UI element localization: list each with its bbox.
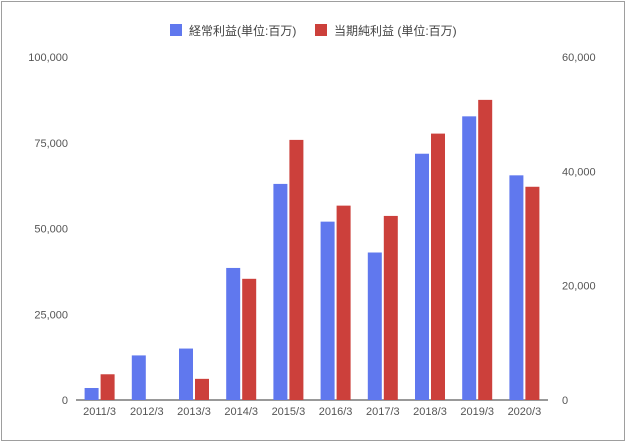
x-tick-label: 2019/3 — [460, 406, 494, 418]
legend-label-ordinary-profit: 経常利益(単位:百万) — [189, 23, 296, 38]
bar-ordinary-profit-2017-3 — [367, 252, 382, 400]
left-y-tick-label: 25,000 — [34, 309, 68, 321]
bar-net-profit-2020-3 — [525, 186, 540, 400]
left-y-tick-label: 75,000 — [34, 138, 68, 150]
left-y-tick-label: 50,000 — [34, 224, 68, 236]
bar-net-profit-2017-3 — [383, 215, 398, 400]
x-tick-label: 2016/3 — [319, 406, 353, 418]
bars — [84, 99, 540, 401]
x-tick-label: 2011/3 — [83, 406, 116, 418]
left-y-tick-label: 0 — [62, 395, 68, 407]
x-tick-label: 2020/3 — [508, 406, 542, 418]
x-tick-label: 2012/3 — [130, 406, 164, 418]
bar-ordinary-profit-2018-3 — [415, 153, 429, 400]
right-y-tick-label: 0 — [562, 395, 568, 407]
right-y-tick-labels: 0 20,000 40,000 60,000 — [562, 52, 596, 407]
bar-net-profit-2015-3 — [289, 139, 304, 400]
x-tick-label: 2014/3 — [224, 406, 258, 418]
x-tick-labels: 2011/3 2012/3 2013/3 2014/3 2015/3 2016/3 2017… — [83, 406, 541, 418]
bar-net-profit-2018-3 — [431, 133, 445, 400]
bar-ordinary-profit-2020-3 — [509, 175, 524, 400]
legend: 経常利益(単位:百万) 当期純利益 (単位:百万) — [170, 23, 457, 38]
bar-ordinary-profit-2019-3 — [462, 116, 477, 401]
bar-net-profit-2013-3 — [195, 378, 209, 400]
right-y-tick-label: 20,000 — [562, 281, 596, 293]
x-tick-label: 2017/3 — [366, 406, 400, 418]
bar-ordinary-profit-2011-3 — [84, 387, 99, 400]
x-tick-label: 2015/3 — [272, 406, 306, 418]
legend-label-net-profit: 当期純利益 (単位:百万) — [334, 23, 457, 38]
bar-ordinary-profit-2015-3 — [273, 183, 288, 400]
right-y-tick-label: 40,000 — [562, 166, 596, 178]
bar-net-profit-2019-3 — [478, 99, 493, 400]
left-y-tick-labels: 0 25,000 50,000 75,000 100,000 — [28, 52, 68, 407]
bar-ordinary-profit-2013-3 — [179, 348, 193, 400]
left-y-tick-label: 100,000 — [28, 52, 68, 64]
x-tick-label: 2013/3 — [177, 406, 211, 418]
bar-ordinary-profit-2014-3 — [226, 267, 241, 400]
right-y-tick-label: 60,000 — [562, 52, 596, 64]
x-tick-label: 2018/3 — [413, 406, 447, 418]
bar-net-profit-2014-3 — [242, 278, 257, 400]
bar-ordinary-profit-2016-3 — [320, 221, 335, 400]
bar-net-profit-2016-3 — [336, 205, 351, 400]
bar-ordinary-profit-2012-3 — [131, 355, 146, 400]
bar-net-profit-2011-3 — [100, 374, 115, 400]
legend-swatch-net-profit — [315, 24, 327, 36]
legend-swatch-ordinary-profit — [170, 24, 182, 36]
